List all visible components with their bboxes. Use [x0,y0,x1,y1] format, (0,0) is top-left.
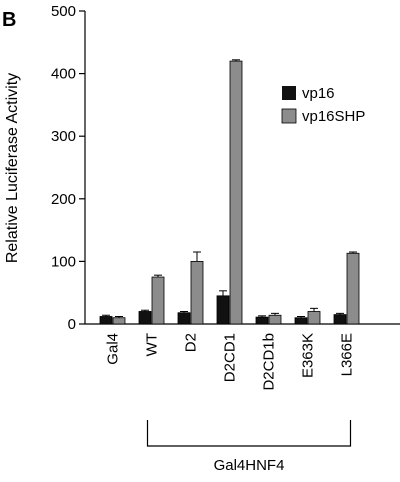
bars [99,59,360,325]
y-tick-label: 100 [51,253,76,270]
x-tick-label: D2CD1b [261,333,278,391]
bar-vp16-D2 [177,312,191,325]
legend-swatch-vp16SHP [281,108,297,124]
bar-vp16-D2CD1 [216,295,230,325]
bar-vp16SHP-D2CD1 [229,60,243,325]
y-tick-label: 200 [51,191,76,208]
y-tick-label: 500 [51,3,76,20]
bar-vp16SHP-E363K [307,311,321,325]
legend-swatch-vp16 [282,86,296,100]
y-axis-title: Relative Luciferase Activity [4,73,21,263]
x-tick-label: Gal4 [105,333,122,365]
x-tick-labels: Gal4 WT D2 D2CD1 D2CD1b E363K L366E [105,333,356,391]
bar-vp16SHP-L366E [346,252,360,325]
bar-vp16-D2CD1b [255,316,269,325]
bar-vp16SHP-WT [151,276,165,325]
bar-vp16-Gal4 [99,316,113,325]
legend-label-vp16: vp16 [302,85,335,102]
bar-vp16-E363K [294,317,308,325]
legend-label-vp16SHP: vp16SHP [302,108,365,125]
bar-vp16SHP-Gal4 [112,317,126,325]
bar-vp16SHP-D2 [190,260,204,325]
y-ticks: 0 100 200 300 400 500 [51,3,85,333]
panel-label: B [2,9,16,31]
y-tick-label: 300 [51,128,76,145]
x-tick-label: D2CD1 [222,333,239,382]
x-tick-label: D2 [183,333,200,352]
y-tick-label: 400 [51,66,76,83]
x-tick-label: WT [144,333,161,356]
y-tick-label: 0 [68,316,76,333]
x-tick-label: L366E [339,333,356,376]
legend: vp16 vp16SHP [281,85,365,125]
bar-vp16-L366E [333,314,347,325]
bar-vp16-WT [138,311,152,325]
bar-vp16SHP-D2CD1b [268,314,282,325]
group-bracket [146,420,352,447]
x-tick-label: E363K [300,333,317,378]
group-bracket-line [146,420,352,447]
group-bracket-label: Gal4HNF4 [214,457,285,474]
